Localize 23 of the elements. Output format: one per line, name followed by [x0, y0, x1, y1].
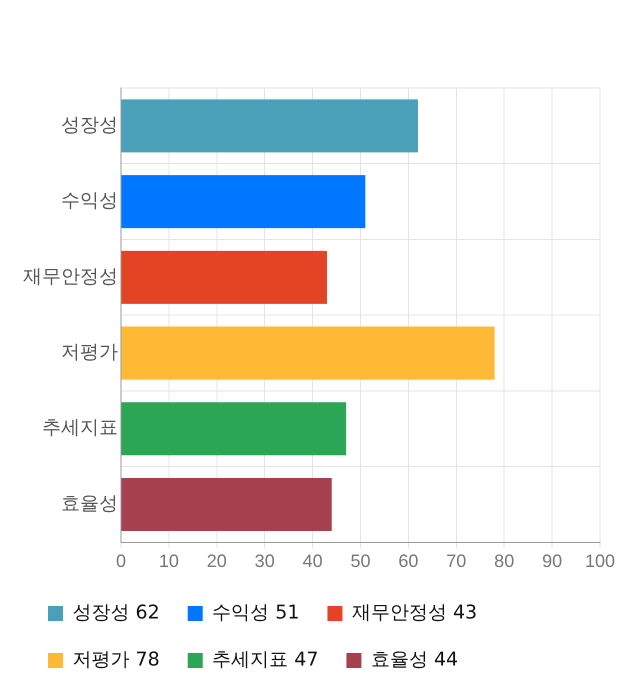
legend-label: 저평가 78: [72, 648, 160, 670]
legend-label: 성장성 62: [72, 601, 160, 624]
legend-label: 효율성 44: [370, 648, 458, 670]
y-tick-label: 추세지표: [42, 416, 118, 439]
y-tick-label: 효율성: [61, 492, 118, 514]
legend-label: 재무안정성 43: [352, 601, 478, 624]
y-tick-label: 수익성: [61, 190, 118, 212]
x-tick-label: 70: [446, 551, 466, 572]
x-tick-label: 10: [158, 551, 179, 572]
y-tick-label: 재무안정성: [23, 265, 118, 288]
y-tick-label: 저평가: [61, 341, 118, 364]
y-tick-label: 성장성: [61, 114, 118, 136]
x-tick-label: 90: [542, 551, 562, 572]
x-tick-label: 20: [206, 551, 227, 572]
x-tick-label: 60: [398, 551, 418, 572]
x-tick-label: 80: [494, 551, 514, 572]
x-tick-label: 0: [116, 551, 126, 572]
x-tick-label: 30: [254, 551, 275, 572]
x-tick-label: 40: [302, 551, 323, 572]
x-tick-label: 100: [584, 551, 616, 572]
legend-label: 수익성 51: [212, 601, 300, 624]
legend-label: 추세지표 47: [212, 648, 318, 670]
x-tick-label: 50: [350, 551, 371, 572]
